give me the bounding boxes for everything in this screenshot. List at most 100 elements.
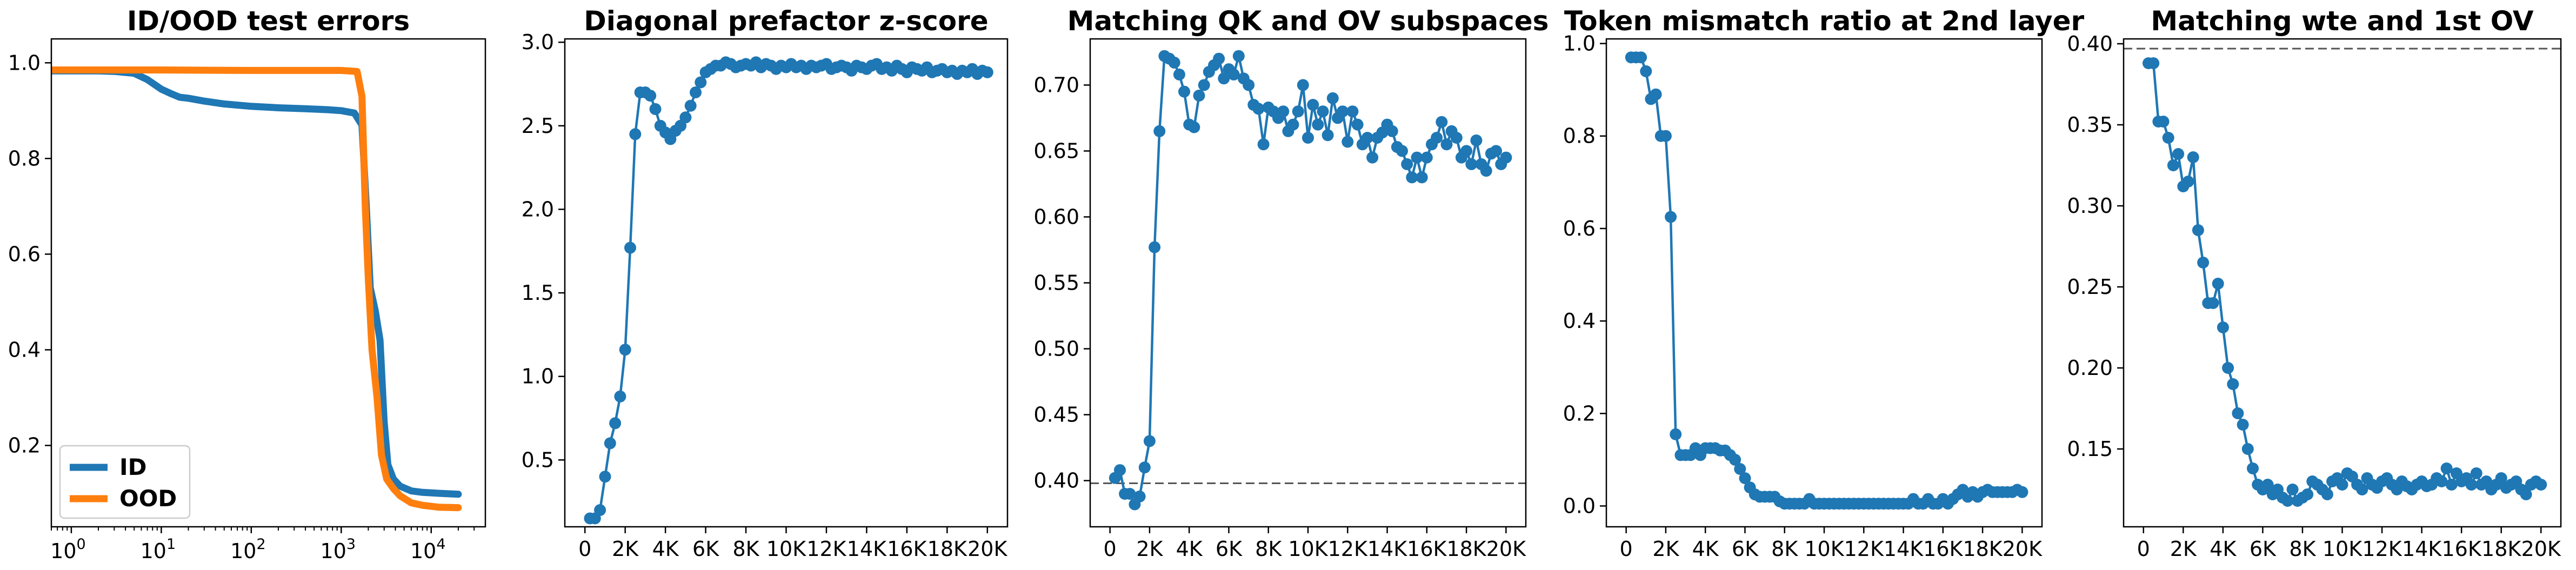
x-tick-label: 14K: [847, 537, 887, 561]
data-point: [1659, 130, 1672, 142]
data-point: [2520, 488, 2532, 500]
data-point: [1317, 105, 1329, 118]
y-tick-label: 0.45: [1033, 403, 1079, 427]
x-tick-label: 0: [578, 537, 591, 561]
x-tick-label: 8K: [1255, 537, 1282, 561]
data-point: [1292, 105, 1304, 118]
x-tick-base: 10: [410, 539, 436, 563]
data-point: [1114, 464, 1126, 477]
data-point: [2321, 488, 2333, 500]
y-tick-label: 0.35: [2067, 113, 2113, 137]
data-point: [1440, 138, 1453, 151]
y-tick-label: 0.50: [1033, 337, 1079, 361]
data-point: [2207, 297, 2219, 309]
data-point: [2435, 475, 2448, 487]
data-point: [1465, 158, 1478, 170]
data-point: [1149, 241, 1161, 253]
data-point: [2495, 472, 2507, 484]
data-point: [1386, 125, 1398, 137]
y-tick-label: 0.25: [2067, 275, 2113, 299]
data-point: [614, 390, 626, 403]
data-point: [2241, 443, 2254, 455]
data-point: [604, 437, 616, 450]
x-tick-label: 12K: [806, 537, 846, 561]
data-point: [2356, 484, 2368, 495]
data-point: [2237, 419, 2249, 431]
series-line: [1631, 56, 2023, 505]
x-tick-exponent: 3: [346, 536, 356, 553]
data-point: [2167, 159, 2179, 171]
series-line-id: [51, 67, 462, 498]
chart-title: Diagonal prefactor z-score: [584, 5, 988, 37]
data-point: [1431, 132, 1443, 144]
data-point: [2470, 467, 2482, 479]
x-tick-label: 10K: [2323, 537, 2363, 561]
y-tick-label: 1.0: [1563, 32, 1596, 56]
data-point: [1198, 79, 1210, 91]
y-tick-label: 0.15: [2067, 437, 2113, 461]
x-tick-label: 104: [410, 536, 446, 563]
data-point: [1326, 92, 1339, 104]
data-point: [2147, 57, 2160, 69]
x-tick-base: 10: [50, 539, 76, 563]
data-point: [1739, 472, 1751, 485]
y-tick-label: 0.0: [1563, 494, 1596, 518]
data-point: [644, 90, 657, 102]
data-point: [2445, 479, 2458, 491]
y-tick-label: 0.40: [1033, 469, 1079, 493]
y-tick-label: 0.2: [8, 434, 41, 458]
x-tick-exponent: 2: [256, 536, 265, 553]
x-tick-label: 16K: [887, 537, 927, 561]
data-point: [1480, 165, 1492, 177]
data-point: [1297, 79, 1309, 91]
y-tick-label: 0.40: [2067, 32, 2113, 56]
data-point: [649, 103, 662, 115]
x-tick-label: 12K: [2362, 537, 2402, 561]
x-tick-label: 18K: [927, 537, 967, 561]
data-point: [2192, 224, 2204, 236]
x-tick-base: 10: [321, 539, 346, 563]
data-point: [1470, 134, 1483, 146]
data-point: [1460, 145, 1473, 157]
data-point: [2172, 148, 2185, 160]
y-tick-label: 0.2: [1563, 401, 1596, 425]
data-point: [1188, 121, 1200, 133]
x-tick-label: 20K: [967, 537, 1007, 561]
legend-label-id: ID: [119, 454, 147, 480]
data-point: [1490, 145, 1502, 157]
chart-title: ID/OOD test errors: [127, 5, 410, 37]
axes-frame: [564, 38, 1009, 528]
y-tick-label: 1.0: [8, 51, 41, 75]
y-tick-label: 0.60: [1033, 205, 1079, 229]
data-point: [594, 504, 606, 517]
data-point: [1650, 88, 1662, 100]
data-point: [1500, 151, 1512, 164]
data-point: [2301, 488, 2314, 500]
data-point: [1173, 68, 1185, 81]
data-point: [2227, 378, 2239, 390]
y-tick-label: 0.4: [8, 338, 41, 361]
data-point: [1133, 490, 1146, 502]
data-point: [1243, 79, 1255, 91]
axes-frame: [1089, 38, 1527, 528]
x-tick-label: 2K: [2170, 537, 2197, 561]
data-point: [2336, 479, 2348, 491]
data-point: [1143, 435, 1156, 447]
x-tick-label: 102: [230, 536, 266, 563]
data-point: [1322, 129, 1334, 142]
axes-frame: [50, 38, 486, 528]
chart-title: Matching wte and 1st OV: [2151, 5, 2534, 37]
x-tick-label: 2K: [1136, 537, 1163, 561]
data-point: [1337, 105, 1349, 118]
data-point: [1396, 145, 1408, 157]
data-point: [679, 111, 692, 124]
data-point: [2281, 495, 2294, 507]
axes-frame: [2123, 38, 2562, 528]
x-tick-label: 4K: [2210, 537, 2237, 561]
subplot-token-mismatch-ratio: Token mismatch ratio at 2nd layer 0.0 0.2 0…: [1563, 5, 2085, 561]
data-layer: [584, 56, 993, 525]
x-tick-label: 20K: [1486, 537, 1526, 561]
y-tick-label: 0.70: [1033, 73, 1079, 97]
